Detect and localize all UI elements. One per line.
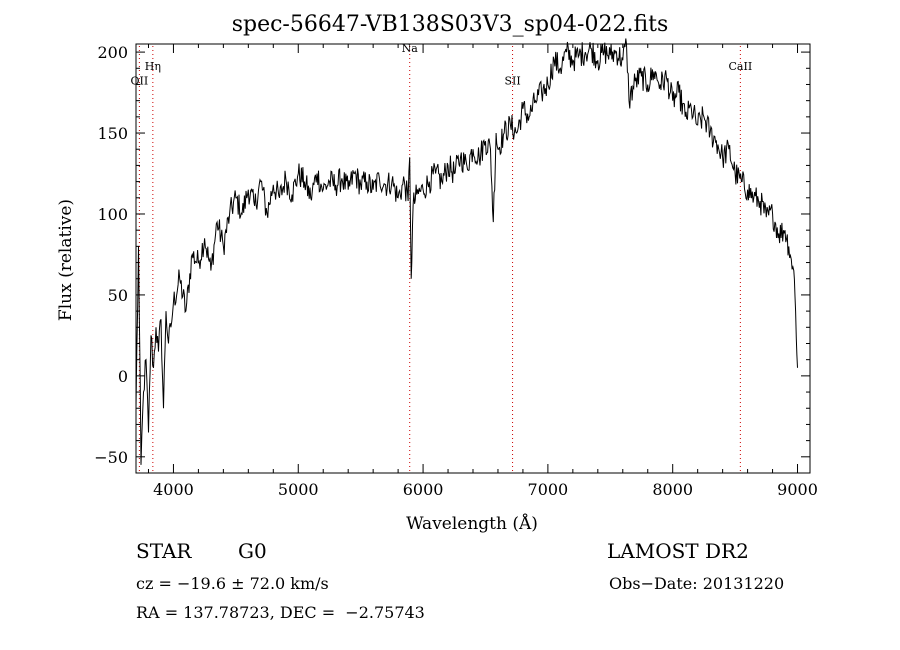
observation-date: Obs−Date: 20131220 [609,574,785,593]
y-tick-label: 0 [118,367,128,386]
line-marker-label: OII [131,74,149,87]
x-tick-label: 6000 [403,480,444,499]
x-axis-label: Wavelength (Å) [406,513,538,534]
plot-frame [135,43,811,474]
line-marker-label: Na [402,42,419,55]
survey-name: LAMOST DR2 [607,539,749,563]
y-tick-label: 50 [108,286,128,305]
object-type: STAR [136,539,192,563]
spectrum-line [135,38,798,465]
y-tick-label: 150 [97,124,128,143]
y-tick-label: 100 [97,205,128,224]
spectrum-series [135,38,798,465]
line-marker-label: Hη [145,60,161,73]
x-tick-label: 7000 [528,480,569,499]
x-tick-label: 8000 [652,480,693,499]
y-tick-label: 200 [97,43,128,62]
chart-title: spec-56647-VB138S03V3_sp04-022.fits [231,12,669,37]
y-axis-label: Flux (relative) [56,199,76,321]
x-tick-label: 9000 [777,480,818,499]
redshift-velocity: cz = −19.6 ± 72.0 km/s [136,574,329,593]
x-tick-label: 4000 [153,480,194,499]
line-marker-label: CaII [729,60,753,73]
y-tick-label: −50 [94,448,128,467]
axes: 4000 5000 6000 7000 8000 9000 −50 0 50 100 150 200 [94,43,818,499]
line-marker-label: SII [504,74,520,87]
x-tick-label: 5000 [278,480,319,499]
coordinates: RA = 137.78723, DEC = −2.75743 [136,603,425,622]
object-subclass: G0 [238,539,267,563]
